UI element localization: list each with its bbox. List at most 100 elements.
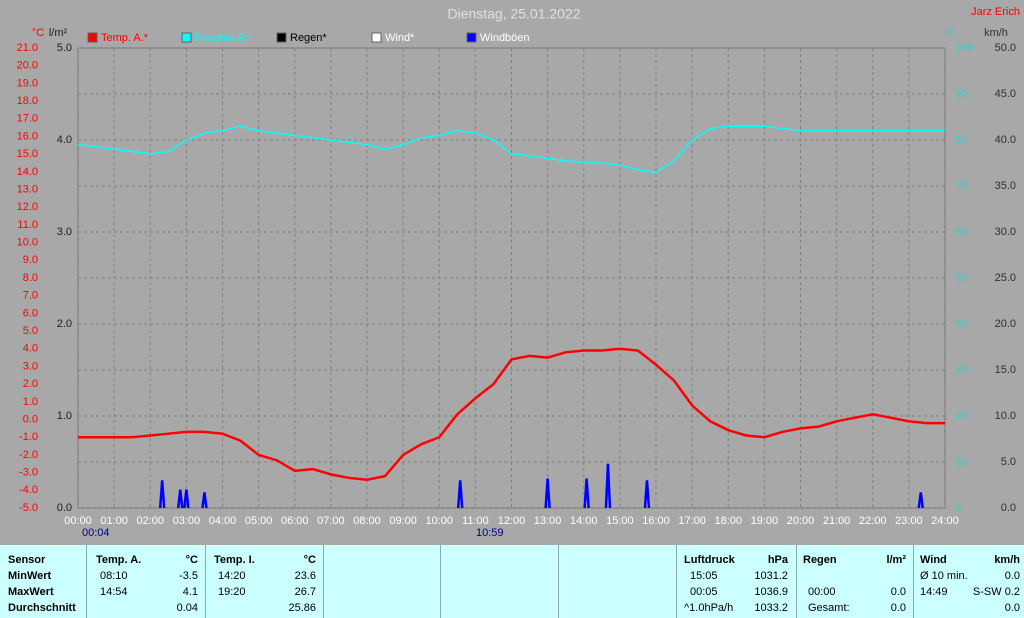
x-tick-label: 05:00 [245, 515, 273, 527]
x-tick-label: 08:00 [353, 515, 381, 527]
x-tick-label: 18:00 [714, 515, 742, 527]
x-tick-label: 16:00 [642, 515, 670, 527]
y-tick-label: 13.0 [17, 183, 38, 195]
x-tick-label: 15:00 [606, 515, 634, 527]
y-tick-label: -2.0 [19, 449, 38, 461]
x-tick-label: 19:00 [751, 515, 779, 527]
gust-spike [917, 492, 925, 509]
y-tick-label: 6.0 [23, 307, 38, 319]
y-tick-label: 2.0 [57, 318, 72, 330]
y-tick-label: 0.0 [57, 502, 72, 514]
series-line [77, 125, 945, 173]
y-tick-label: 16.0 [17, 130, 38, 142]
author: Jarz Erich [971, 6, 1020, 18]
y-tick-label: 40.0 [995, 134, 1016, 146]
y-tick-label: 45.0 [995, 88, 1016, 100]
table-cell: 00:00 [808, 586, 836, 598]
table-cell: 23.6 [294, 570, 316, 582]
column-separator [676, 545, 677, 618]
table-cell: Temp. I. [214, 554, 255, 566]
y-tick-label: 60 [955, 226, 967, 238]
x-tick-label: 07:00 [317, 515, 345, 527]
x-tick-label: 17:00 [678, 515, 706, 527]
table-cell: Gesamt: [808, 602, 850, 614]
y-tick-label: 1.0 [57, 410, 72, 422]
y-tick-label: 17.0 [17, 113, 38, 125]
x-tick-label: 14:00 [570, 515, 598, 527]
x-tick-label: 23:00 [895, 515, 923, 527]
gust-spike [158, 480, 166, 509]
table-cell: 4.1 [182, 586, 198, 598]
table-cell: 0.0 [890, 602, 906, 614]
table-cell: hPa [767, 554, 788, 566]
x-tick-label: 12:00 [498, 515, 526, 527]
y-tick-label: 90 [955, 88, 967, 100]
axis-unit: km/h [984, 27, 1008, 39]
table-cell: 0.04 [176, 602, 198, 614]
column-separator [323, 545, 324, 618]
table-cell: 0.0 [890, 586, 906, 598]
y-tick-label: 11.0 [17, 219, 38, 231]
legend-swatch [181, 32, 192, 43]
y-tick-label: 0.0 [23, 413, 38, 425]
y-tick-label: 0.0 [1001, 502, 1016, 514]
legend-swatch [466, 32, 477, 43]
table-cell: 25.86 [288, 602, 316, 614]
gust-spike [544, 478, 551, 509]
legend-label: Wind* [385, 32, 415, 44]
annotation: 00:04 [82, 527, 110, 539]
y-tick-label: -1.0 [19, 431, 38, 443]
legend-label: Windböen [480, 32, 530, 44]
table-cell: km/h [994, 554, 1020, 566]
y-tick-label: -3.0 [19, 467, 38, 479]
x-tick-label: 09:00 [389, 515, 417, 527]
table-cell: 14:20 [218, 570, 246, 582]
gust-spike [456, 480, 464, 509]
column-separator [913, 545, 914, 618]
table-cell: Sensor [8, 554, 46, 566]
table-cell: 0.0 [1004, 570, 1020, 582]
x-tick-label: 03:00 [173, 515, 201, 527]
y-tick-label: 2.0 [23, 378, 38, 390]
y-tick-label: 5.0 [57, 42, 72, 54]
x-tick-label: 22:00 [859, 515, 887, 527]
y-tick-label: 5.0 [23, 325, 38, 337]
y-tick-label: 10 [955, 456, 967, 468]
y-tick-label: 19.0 [17, 77, 38, 89]
table-cell: -3.5 [179, 570, 198, 582]
table-cell: Luftdruck [684, 554, 735, 566]
y-tick-label: 25.0 [995, 272, 1016, 284]
x-tick-label: 20:00 [787, 515, 815, 527]
y-tick-label: 10.0 [17, 237, 38, 249]
table-cell: 1033.2 [754, 602, 788, 614]
y-tick-label: 5.0 [1001, 456, 1016, 468]
gust-spike [183, 489, 190, 509]
x-tick-label: 24:00 [931, 515, 959, 527]
table-cell: Regen [803, 554, 837, 566]
y-tick-label: 20.0 [17, 60, 38, 72]
y-tick-label: 3.0 [57, 226, 72, 238]
column-separator [86, 545, 87, 618]
column-separator [205, 545, 206, 618]
x-tick-label: 01:00 [100, 515, 128, 527]
x-tick-label: 13:00 [534, 515, 562, 527]
table-cell: 26.7 [294, 586, 316, 598]
y-tick-label: 70 [955, 180, 967, 192]
annotation: 10:59 [476, 527, 504, 539]
table-cell: 08:10 [100, 570, 128, 582]
axis-unit: % [945, 27, 955, 39]
y-tick-label: 0 [955, 502, 961, 514]
table-cell: 15:05 [690, 570, 718, 582]
y-tick-label: 4.0 [57, 134, 72, 146]
summary-table: Sensor Temp. A. °C Temp. I. °C Luftdruck hPa Re… [0, 545, 1024, 618]
y-tick-label: 35.0 [995, 180, 1016, 192]
gust-spike [643, 480, 651, 509]
y-tick-label: 30 [955, 364, 967, 376]
legend-swatch [276, 32, 287, 43]
y-tick-label: 14.0 [17, 166, 38, 178]
y-tick-label: 50 [955, 272, 967, 284]
y-tick-label: 80 [955, 134, 967, 146]
y-tick-label: 1.0 [23, 396, 38, 408]
x-tick-label: 21:00 [823, 515, 851, 527]
table-cell: °C [303, 554, 316, 566]
